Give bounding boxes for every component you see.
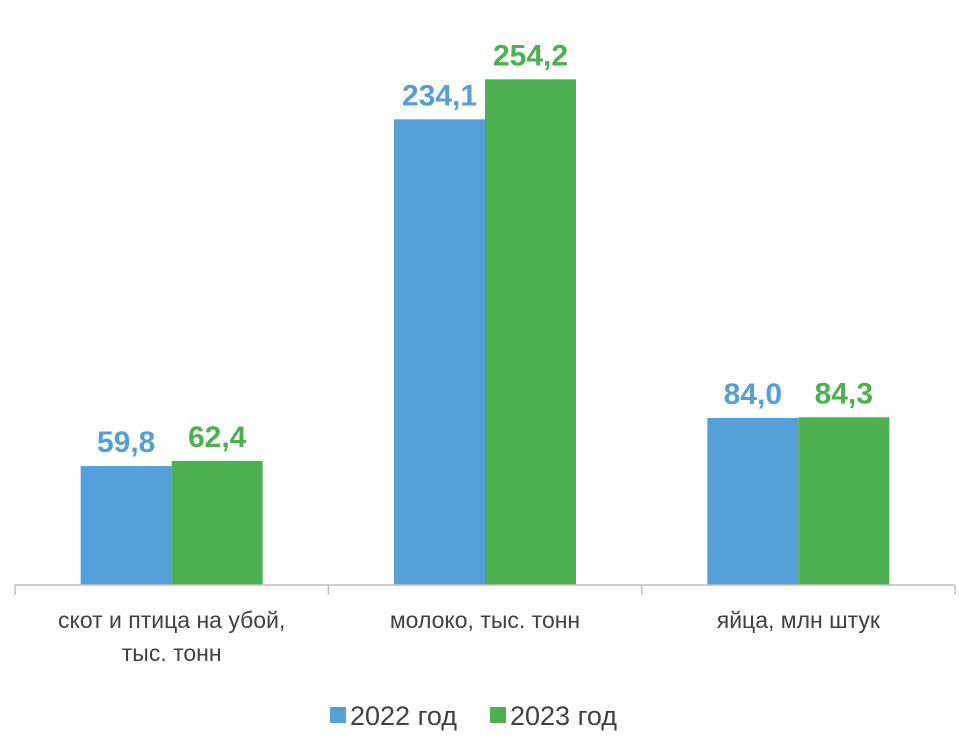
data-label: 59,8 xyxy=(97,426,155,459)
data-label: 84,3 xyxy=(815,377,873,410)
legend-label: 2023 год xyxy=(510,701,617,731)
category-label: тыс. тонн xyxy=(122,640,222,666)
bars-layer xyxy=(80,79,890,586)
legend: 2022 год 2023 год xyxy=(330,701,617,731)
category-label: яйца, млн штук xyxy=(717,607,881,633)
legend-swatch xyxy=(330,707,346,723)
data-label: 84,0 xyxy=(724,378,782,411)
bar-series2-cat3 xyxy=(798,417,890,585)
category-label: скот и птица на убой, xyxy=(58,607,285,633)
data-label: 254,2 xyxy=(493,39,568,72)
category-labels-layer: скот и птица на убой, тыс. тонн молоко, ты… xyxy=(58,607,881,666)
data-label: 62,4 xyxy=(188,421,247,454)
data-label: 234,1 xyxy=(402,79,477,112)
legend-label: 2022 год xyxy=(350,701,457,731)
bar-series2-cat1 xyxy=(171,460,263,585)
x-axis xyxy=(14,584,956,595)
bar-series1-cat2 xyxy=(394,119,485,586)
bar-series1-cat1 xyxy=(80,466,172,585)
bar-series2-cat2 xyxy=(485,79,576,585)
category-label: молоко, тыс. тонн xyxy=(390,607,580,633)
value-labels-layer: 59,8 62,4 234,1 254,2 84,0 84,3 xyxy=(97,39,873,459)
legend-swatch xyxy=(490,707,506,723)
bar-series1-cat3 xyxy=(707,417,799,585)
